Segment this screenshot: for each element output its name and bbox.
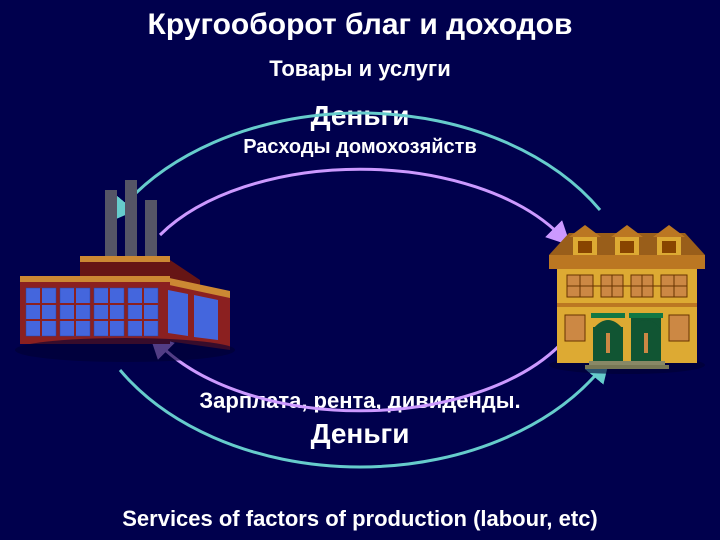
label-wages-rent: Зарплата, рента, дивиденды. xyxy=(0,388,720,414)
house-icon xyxy=(545,215,710,380)
factory-icon xyxy=(10,180,240,375)
page-title: Кругооборот благ и доходов xyxy=(0,0,720,42)
label-money-bottom: Деньги xyxy=(0,418,720,450)
label-household-expenses: Расходы домохозяйств xyxy=(0,136,720,159)
label-factor-services: Services of factors of production (labou… xyxy=(0,506,720,532)
label-goods-services: Товары и услуги xyxy=(0,56,720,82)
label-money-top: Деньги xyxy=(0,100,720,132)
